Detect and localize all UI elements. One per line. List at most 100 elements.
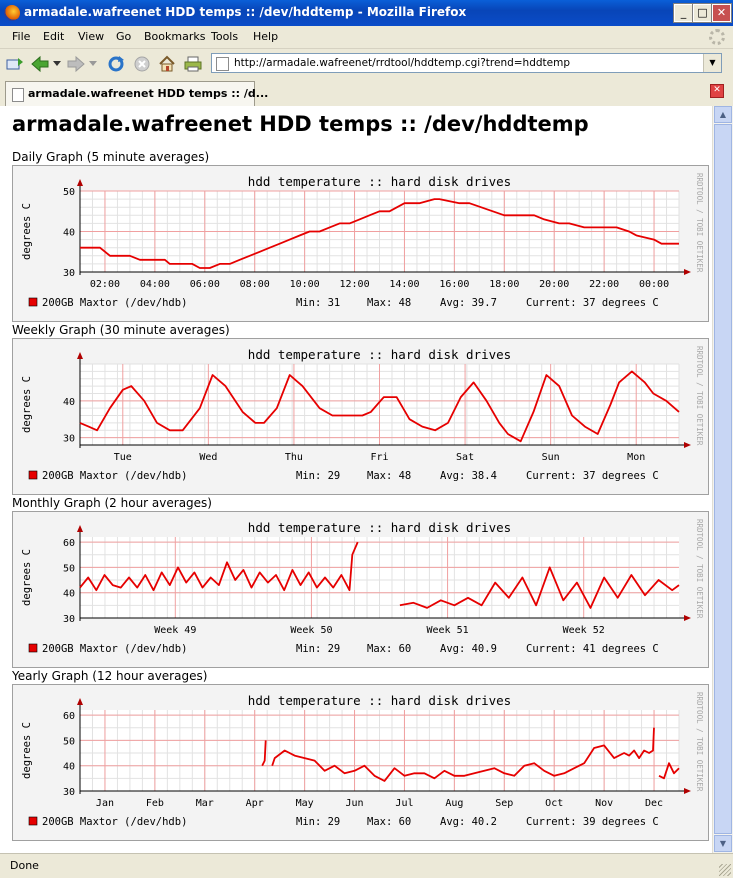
x-tick-label: 04:00 [140,279,170,290]
close-window-button[interactable]: ✕ [711,3,732,23]
minimize-button[interactable]: _ [673,3,694,23]
x-tick-label: Sep [495,798,513,809]
menu-file[interactable]: File [12,30,31,43]
stat-min: Min: 31 [296,297,340,309]
navigation-toolbar: ▼ [0,49,733,80]
x-tick-label: Fri [370,452,388,463]
y-axis-label: degrees C [21,203,33,260]
home-icon[interactable] [157,54,177,74]
status-text: Done [10,859,39,872]
back-dropdown-icon[interactable] [52,54,62,74]
vertical-scrollbar[interactable]: ▲ ▼ [712,106,733,853]
address-bar[interactable]: ▼ [211,53,722,73]
x-tick-label: Mon [627,452,645,463]
legend-swatch [28,297,38,307]
forward-arrow-icon[interactable] [66,54,86,74]
legend-label: 200GB Maxtor (/dev/hdb) [42,643,187,655]
x-tick-label: Aug [445,798,463,809]
y-axis-arrow [77,525,83,532]
resize-grip-icon[interactable] [719,864,731,876]
tab-page-icon [12,88,24,102]
close-tab-icon[interactable]: ✕ [710,84,724,98]
x-tick-label: 06:00 [190,279,220,290]
x-tick-label: Sun [542,452,560,463]
page-icon [216,57,229,71]
data-series-line [261,727,680,782]
y-axis-arrow [77,352,83,359]
x-tick-label: Week 51 [426,625,468,636]
scroll-up-icon[interactable]: ▲ [714,106,732,123]
daily-graph-caption: Daily Graph (5 minute averages) [12,150,210,164]
data-series-line [80,198,679,269]
y-tick-label: 40 [63,762,75,773]
menu-help[interactable]: Help [253,30,279,43]
x-tick-label: Feb [146,798,164,809]
x-tick-label: 12:00 [339,279,369,290]
page-content: armadale.wafreenet HDD temps :: /dev/hdd… [0,106,712,853]
y-axis-arrow [77,698,83,705]
y-axis-arrow [77,179,83,186]
x-tick-label: 22:00 [589,279,619,290]
x-tick-label: Sat [456,452,474,463]
yearly-graph-caption: Yearly Graph (12 hour averages) [12,669,208,683]
x-tick-label: 18:00 [489,279,519,290]
menu-edit[interactable]: Edit [43,30,65,43]
new-tab-icon[interactable] [5,54,25,74]
menu-bookmarks[interactable]: Bookmarks [144,30,206,43]
menu-view[interactable]: View [78,30,105,43]
x-tick-label: Apr [246,798,264,809]
scroll-thumb[interactable] [714,124,732,834]
stat-min: Min: 29 [296,643,340,655]
x-axis-arrow [684,269,691,275]
window-title: armadale.wafreenet HDD temps :: /dev/hdd… [24,5,467,19]
x-tick-label: Wed [199,452,217,463]
url-dropdown-icon[interactable]: ▼ [703,54,721,72]
url-input[interactable] [234,55,702,71]
x-tick-label: 16:00 [439,279,469,290]
back-arrow-icon[interactable] [30,54,50,74]
maximize-button[interactable]: □ [692,3,713,23]
menu-go[interactable]: Go [116,30,132,43]
print-icon[interactable] [183,54,203,74]
x-tick-label: 02:00 [90,279,120,290]
x-tick-label: 08:00 [240,279,270,290]
legend-swatch [28,470,38,480]
status-bar: Done [0,853,733,878]
x-tick-label: Nov [595,798,613,809]
legend-label: 200GB Maxtor (/dev/hdb) [42,470,187,482]
stat-avg: Avg: 38.4 [440,470,497,482]
x-axis-arrow [684,442,691,448]
data-series-line [79,370,680,443]
rrdtool-watermark: RRDTOOL / TOBI OETIKER [695,692,704,792]
stat-current: Current: 41 degrees C [526,643,659,655]
graph-title: hdd temperature :: hard disk drives [248,174,511,189]
stat-max: Max: 48 [367,297,411,309]
reload-icon[interactable] [106,54,126,74]
y-tick-label: 40 [63,589,75,600]
legend-swatch [28,816,38,826]
stat-max: Max: 60 [367,816,411,828]
forward-dropdown-icon[interactable] [88,54,98,74]
stat-max: Max: 60 [367,643,411,655]
y-axis-label: degrees C [21,722,33,779]
yearly-graph: 30 40 50 60 Jan Feb Mar Apr May Jun Jul Aug Sep Oct No… [12,684,709,841]
scroll-down-icon[interactable]: ▼ [714,835,732,852]
firefox-icon [4,5,20,21]
window-titlebar: armadale.wafreenet HDD temps :: /dev/hdd… [0,0,733,26]
x-axis-arrow [684,615,691,621]
daily-graph: 30 40 50 02:00 04:00 06:00 08:00 10:00 12:00 14:0… [12,165,709,322]
stat-avg: Avg: 40.9 [440,643,497,655]
x-tick-label: Thu [285,452,303,463]
tab-active[interactable]: armadale.wafreenet HDD temps :: /d... [5,81,268,106]
rrdtool-watermark: RRDTOOL / TOBI OETIKER [695,519,704,619]
menu-bar: File Edit View Go Bookmarks Tools Help [0,26,733,49]
menu-tools[interactable]: Tools [211,30,239,43]
y-tick-label: 40 [63,228,75,239]
stat-avg: Avg: 39.7 [440,297,497,309]
x-tick-label: Jul [395,798,413,809]
y-tick-label: 60 [63,711,75,722]
stop-icon[interactable] [132,54,152,74]
data-series-line [79,541,680,609]
stat-avg: Avg: 40.2 [440,816,497,828]
y-tick-label: 60 [63,538,75,549]
